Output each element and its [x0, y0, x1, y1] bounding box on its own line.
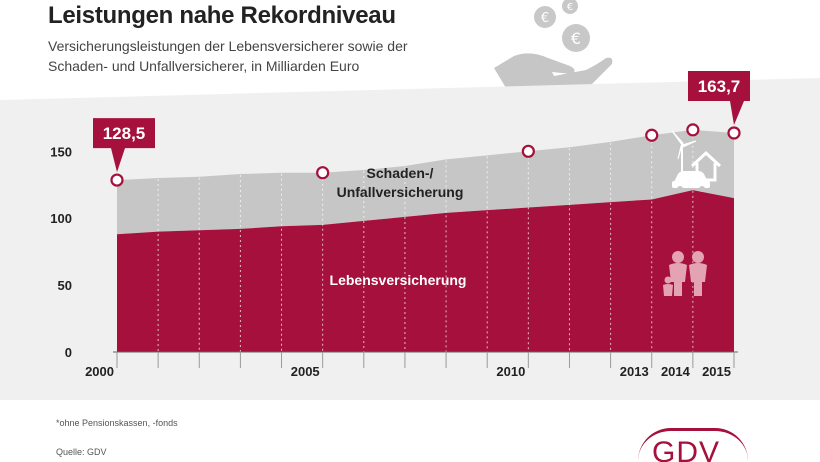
total-marker — [521, 144, 535, 158]
total-marker — [686, 123, 700, 137]
value-callout-label: 163,7 — [698, 77, 741, 96]
value-callout-box — [93, 118, 155, 173]
total-marker — [316, 166, 330, 180]
value-callout-label: 128,5 — [103, 124, 146, 143]
value-callout-box — [688, 70, 750, 125]
total-marker — [110, 173, 124, 187]
footnote: *ohne Pensionskassen, -fonds — [56, 418, 178, 428]
area-label-schaden-line-2: Unfallversicherung — [337, 184, 464, 200]
x-tick-label: 2010 — [496, 364, 525, 379]
x-tick-label: 2005 — [291, 364, 320, 379]
total-marker — [727, 126, 741, 140]
x-tick-label: 2000 — [85, 364, 114, 379]
wind-turbine-icon — [671, 130, 697, 175]
y-tick-label: 50 — [58, 278, 72, 293]
chart-title: Leistungen nahe Rekordniveau — [48, 2, 396, 29]
total-marker — [645, 128, 659, 142]
area-schaden-unfallversicherung — [117, 129, 734, 235]
svg-text:€: € — [541, 11, 549, 26]
logo-arc — [638, 428, 748, 461]
car-icon — [672, 171, 710, 192]
chart-subtitle: Versicherungsleistungen der Lebensversic… — [48, 36, 488, 76]
svg-text:€: € — [567, 2, 573, 13]
svg-text:€: € — [571, 29, 581, 48]
subtitle-line-2: Schaden- und Unfallversicherer, in Milli… — [48, 58, 360, 74]
subtitle-line-1: Versicherungsleistungen der Lebensversic… — [48, 38, 408, 54]
area-label-leben: Lebensversicherung — [330, 272, 467, 288]
area-label-schaden-line-1: Schaden-/ — [367, 165, 434, 181]
source-note: Quelle: GDV — [56, 447, 107, 457]
area-lebensversicherung — [117, 190, 734, 352]
x-tick-label: 2013 — [620, 364, 649, 379]
x-tick-label: 2014 — [661, 364, 691, 379]
x-tick-label: 2015 — [702, 364, 731, 379]
y-tick-label: 150 — [50, 144, 72, 159]
y-tick-label: 0 — [65, 345, 72, 360]
family-icon — [663, 251, 707, 296]
gdv-logo: GDV — [630, 428, 800, 462]
logo-text: GDV — [652, 436, 721, 462]
y-tick-label: 100 — [50, 211, 72, 226]
